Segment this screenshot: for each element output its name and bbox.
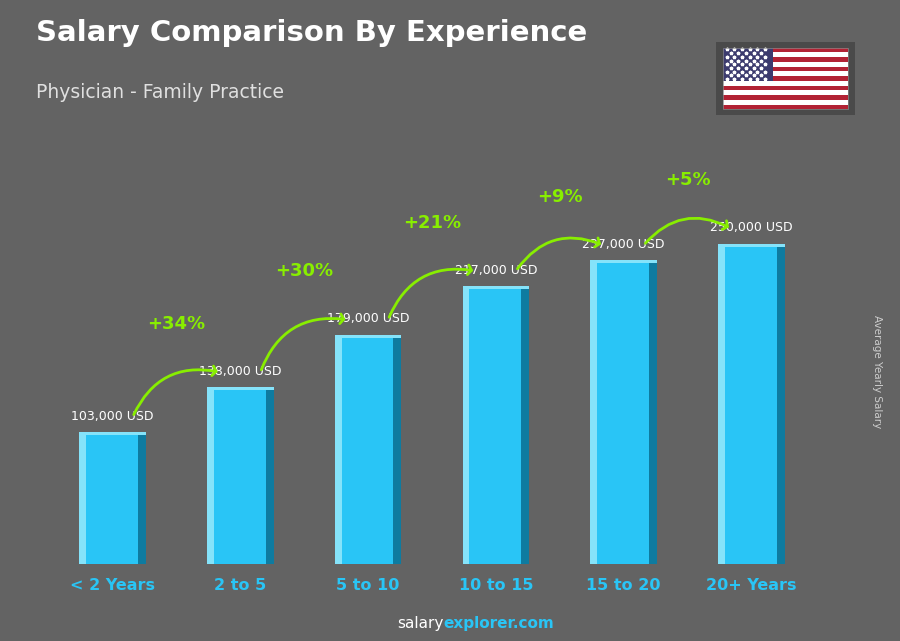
Bar [723,57,848,62]
Bar [649,260,657,564]
Bar [266,387,274,564]
Text: explorer.com: explorer.com [444,617,554,631]
Bar [723,104,848,110]
Text: +21%: +21% [403,213,461,231]
Text: 103,000 USD: 103,000 USD [71,410,154,423]
Bar [335,335,401,564]
Bar [723,47,848,53]
Text: Average Yearly Salary: Average Yearly Salary [872,315,883,428]
Bar [723,100,848,104]
Text: 237,000 USD: 237,000 USD [582,238,665,251]
Text: salary: salary [397,617,444,631]
Bar [723,96,848,100]
Text: +9%: +9% [537,188,582,206]
Bar [335,335,342,564]
Text: 217,000 USD: 217,000 USD [454,263,537,277]
Bar [521,286,529,564]
Bar [723,47,773,81]
Bar [207,387,274,564]
Bar [138,432,146,564]
Bar [723,53,848,57]
Text: +5%: +5% [665,171,710,189]
Bar [723,81,848,86]
Bar [207,387,214,564]
Bar [718,244,785,247]
Bar [590,260,657,263]
Bar [723,47,848,110]
Text: +34%: +34% [148,315,205,333]
Text: Salary Comparison By Experience: Salary Comparison By Experience [36,19,587,47]
Text: 250,000 USD: 250,000 USD [710,221,793,235]
Bar [723,71,848,76]
FancyBboxPatch shape [714,40,857,117]
Bar [723,86,848,90]
Bar [723,90,848,96]
Bar [79,432,146,435]
Text: +30%: +30% [275,262,333,280]
Text: 138,000 USD: 138,000 USD [199,365,282,378]
Bar [463,286,529,564]
Bar [723,62,848,67]
Bar [718,244,724,564]
Bar [723,67,848,71]
Bar [393,335,401,564]
Bar [79,432,146,564]
Text: 179,000 USD: 179,000 USD [327,312,410,326]
Bar [463,286,529,289]
Bar [590,260,657,564]
Bar [207,387,274,390]
Bar [463,286,469,564]
Bar [79,432,86,564]
Text: Physician - Family Practice: Physician - Family Practice [36,83,284,103]
Bar [723,76,848,81]
Bar [777,244,785,564]
Bar [335,335,401,338]
Bar [718,244,785,564]
Bar [590,260,597,564]
